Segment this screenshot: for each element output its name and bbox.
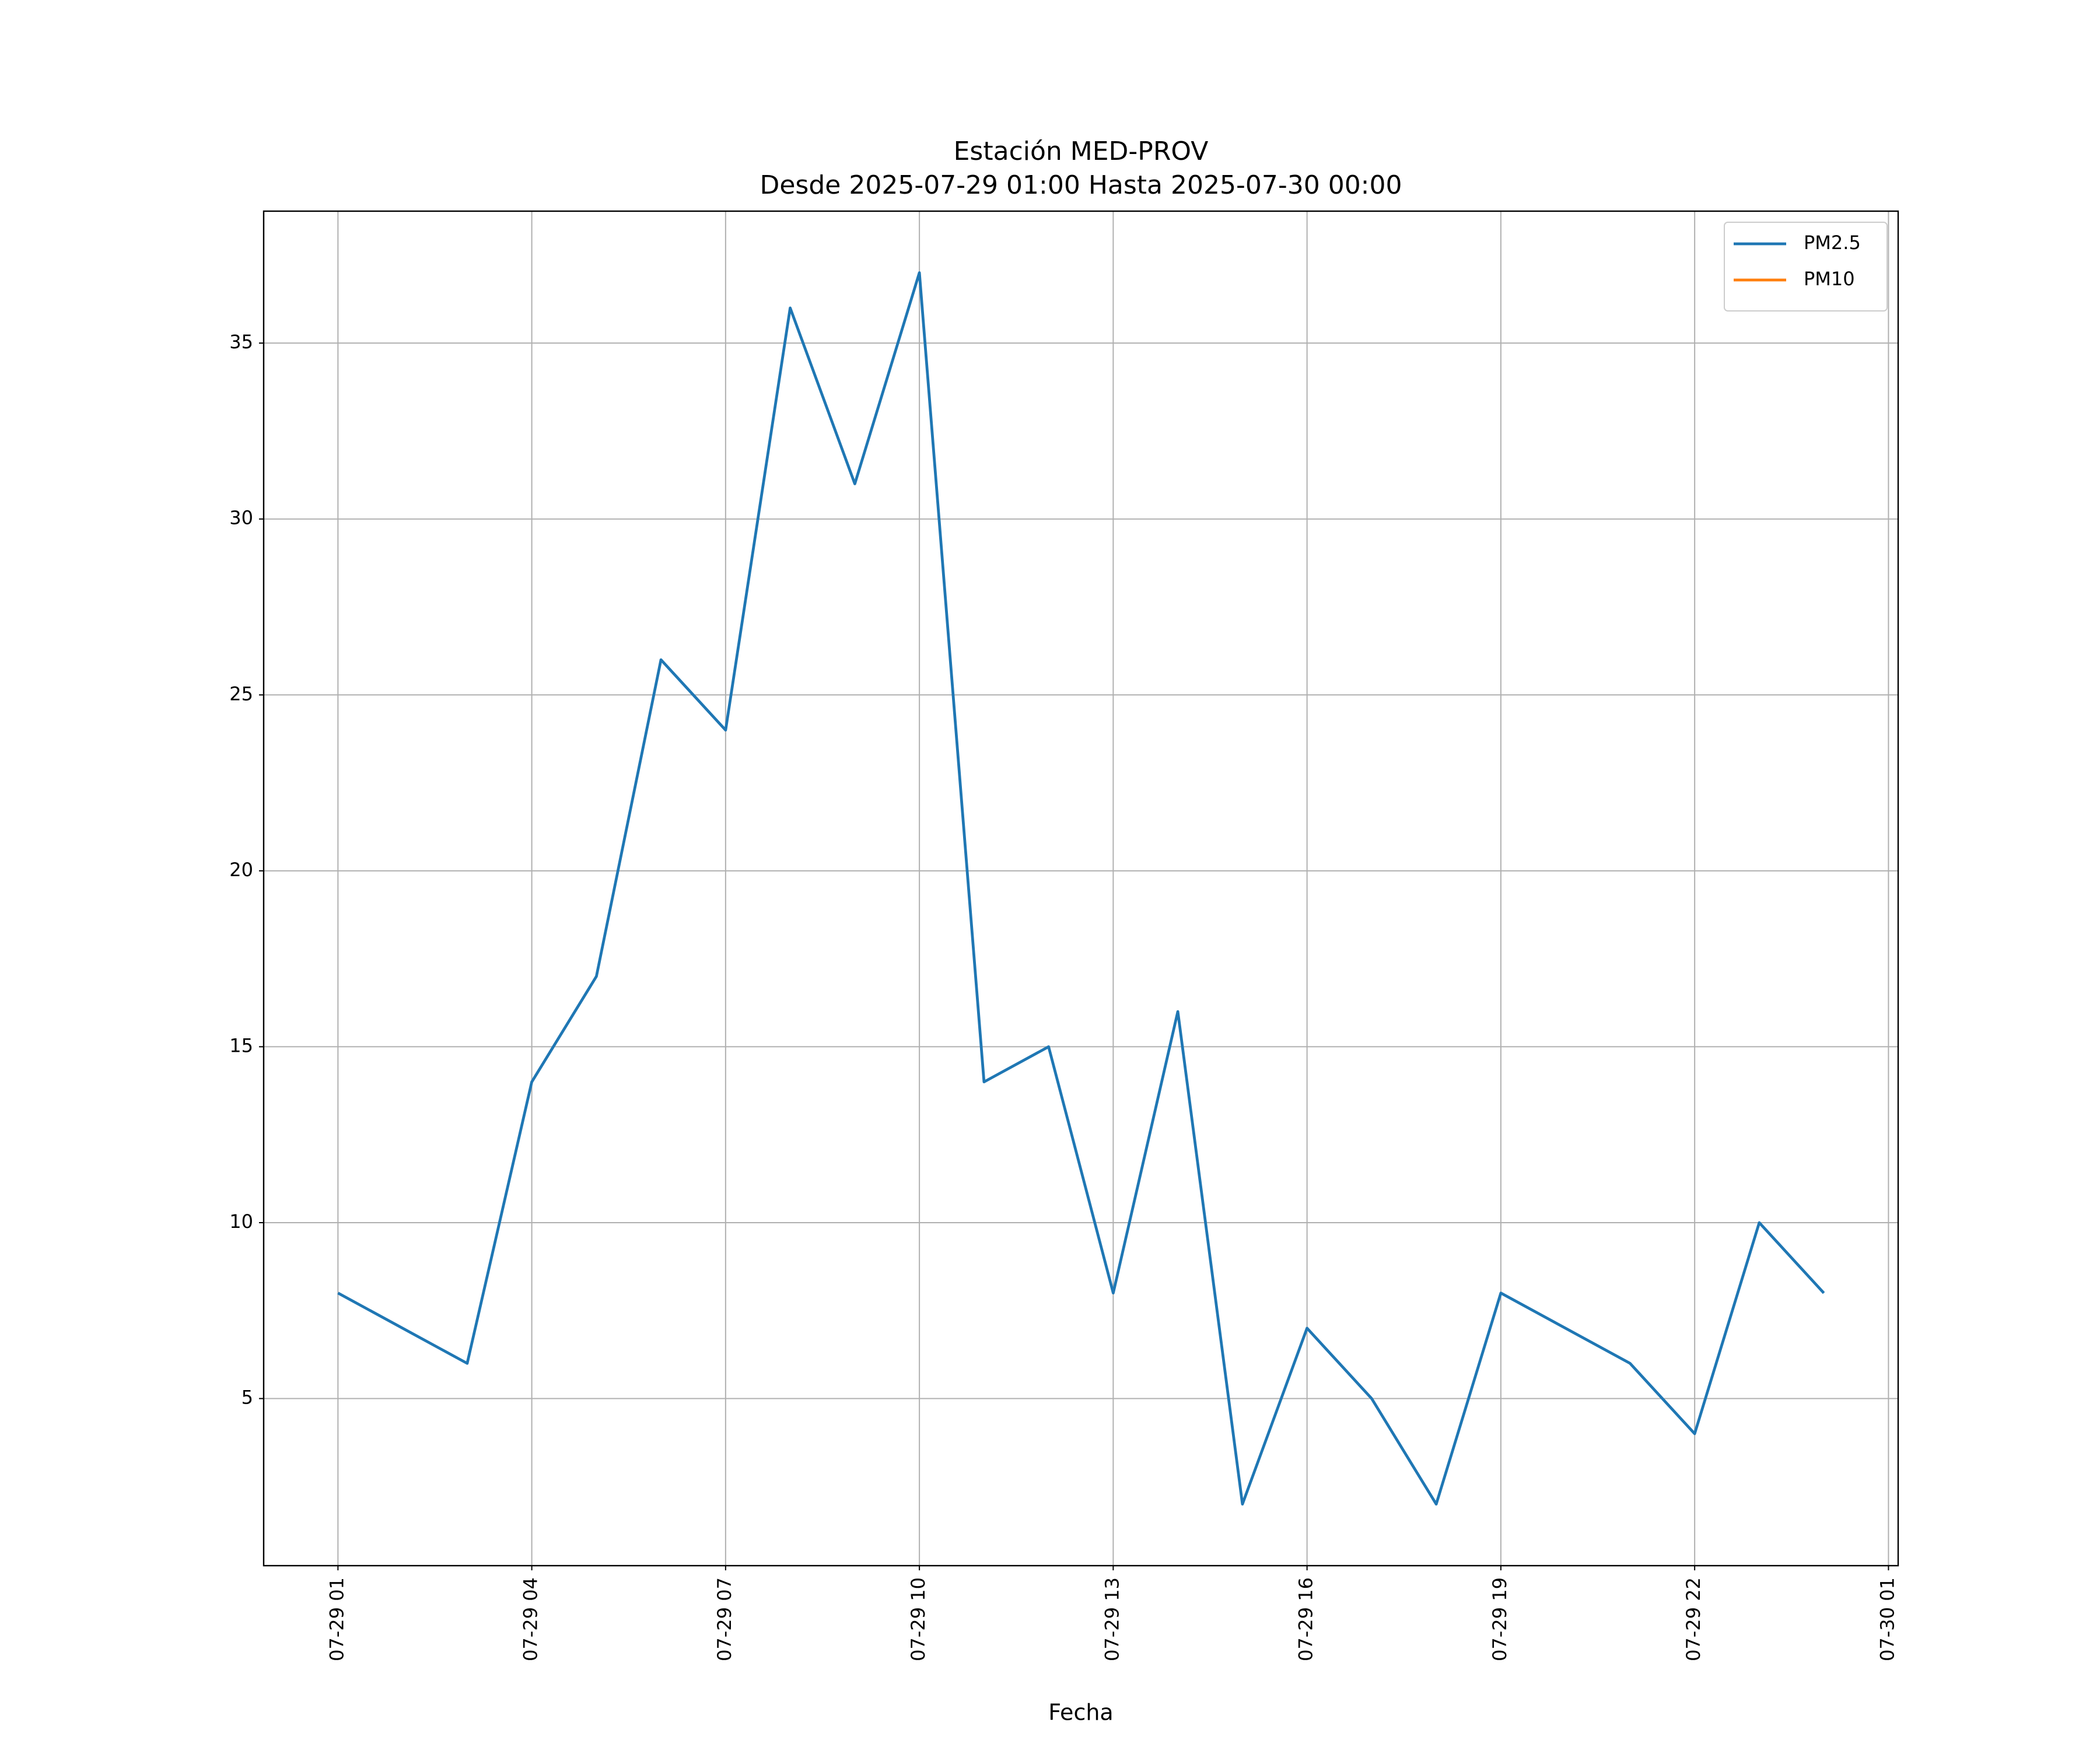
y-tick-label: 30	[229, 507, 253, 529]
x-tick-label: 07-29 22	[1682, 1577, 1704, 1661]
x-tick-label: 07-29 01	[326, 1577, 348, 1661]
x-tick-label: 07-30 01	[1876, 1577, 1898, 1661]
x-tick-label: 07-29 16	[1295, 1577, 1317, 1661]
x-tick-label: 07-29 04	[520, 1577, 542, 1661]
chart-title: Estación MED-PROV	[954, 136, 1209, 166]
plot-frame	[262, 210, 1899, 1567]
legend-label: PM10	[1804, 268, 1855, 290]
legend: PM2.5 PM10	[1724, 222, 1888, 312]
x-tick-label: 07-29 13	[1101, 1577, 1123, 1661]
y-tick-label: 5	[242, 1387, 253, 1409]
x-tick-label: 07-29 10	[907, 1577, 929, 1661]
x-axis-label: Fecha	[1048, 1700, 1113, 1726]
x-tick-label: 07-29 07	[713, 1577, 736, 1661]
chart-subtitle: Desde 2025-07-29 01:00 Hasta 2025-07-30 …	[760, 170, 1402, 200]
y-tick-label: 10	[229, 1210, 253, 1233]
data-line	[337, 271, 1825, 1506]
y-tick-label: 15	[229, 1034, 253, 1056]
y-tick-label: 25	[229, 682, 253, 705]
y-tick-label: 20	[229, 859, 253, 881]
x-tick-label: 07-29 19	[1489, 1577, 1511, 1661]
legend-label: PM2.5	[1804, 232, 1861, 254]
y-tick-label: 35	[229, 331, 253, 353]
